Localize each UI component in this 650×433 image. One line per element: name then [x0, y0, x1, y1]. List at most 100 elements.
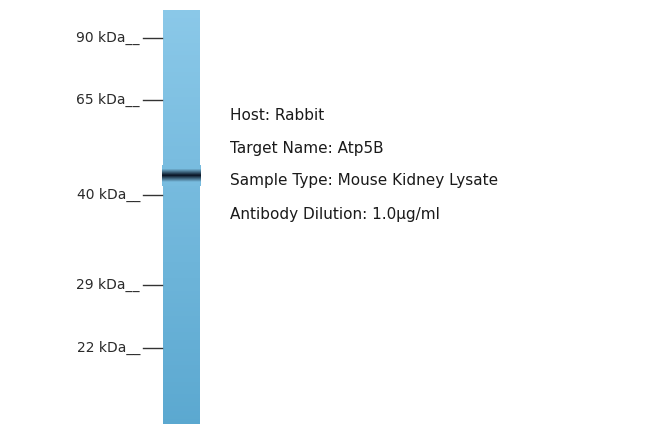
- Bar: [163, 270, 200, 275]
- Bar: [163, 291, 200, 295]
- Bar: [162, 178, 201, 179]
- Bar: [163, 410, 200, 415]
- Bar: [163, 84, 200, 89]
- Bar: [163, 192, 200, 196]
- Bar: [163, 373, 200, 378]
- Bar: [162, 169, 201, 170]
- Bar: [163, 275, 200, 279]
- Bar: [163, 171, 200, 176]
- Bar: [163, 287, 200, 291]
- Bar: [162, 170, 201, 171]
- Bar: [162, 175, 201, 176]
- Text: 90 kDa__: 90 kDa__: [77, 31, 140, 45]
- Bar: [163, 349, 200, 353]
- Bar: [162, 172, 201, 173]
- Bar: [162, 173, 201, 174]
- Bar: [162, 177, 201, 178]
- Bar: [163, 225, 200, 229]
- Bar: [162, 177, 201, 178]
- Bar: [162, 176, 201, 177]
- Bar: [163, 68, 200, 72]
- Bar: [163, 93, 200, 97]
- Bar: [163, 196, 200, 200]
- Bar: [163, 51, 200, 56]
- Bar: [162, 171, 201, 172]
- Bar: [163, 295, 200, 300]
- Bar: [162, 178, 201, 179]
- Bar: [162, 175, 201, 176]
- Bar: [163, 332, 200, 337]
- Bar: [163, 324, 200, 329]
- Bar: [163, 187, 200, 192]
- Bar: [162, 168, 201, 169]
- Text: 65 kDa__: 65 kDa__: [77, 93, 140, 107]
- Bar: [162, 176, 201, 177]
- Bar: [163, 72, 200, 77]
- Bar: [163, 237, 200, 242]
- Bar: [163, 278, 200, 283]
- Bar: [163, 254, 200, 259]
- Bar: [162, 174, 201, 175]
- Bar: [162, 179, 201, 180]
- Bar: [163, 229, 200, 233]
- Bar: [162, 180, 201, 181]
- Bar: [163, 320, 200, 324]
- Bar: [163, 138, 200, 142]
- Bar: [163, 378, 200, 382]
- Bar: [163, 258, 200, 262]
- Bar: [162, 182, 201, 183]
- Bar: [162, 184, 201, 185]
- Bar: [163, 97, 200, 101]
- Bar: [162, 181, 201, 182]
- Bar: [162, 170, 201, 171]
- Bar: [162, 171, 201, 172]
- Bar: [163, 175, 200, 180]
- Bar: [162, 179, 201, 180]
- Bar: [163, 130, 200, 134]
- Bar: [163, 208, 200, 213]
- Bar: [163, 167, 200, 171]
- Bar: [163, 39, 200, 44]
- Bar: [163, 60, 200, 64]
- Bar: [163, 26, 200, 31]
- Bar: [162, 166, 201, 167]
- Bar: [162, 177, 201, 178]
- Bar: [162, 167, 201, 168]
- Bar: [163, 365, 200, 370]
- Bar: [163, 146, 200, 151]
- Bar: [163, 299, 200, 304]
- Bar: [162, 180, 201, 181]
- Bar: [163, 184, 200, 188]
- Bar: [163, 122, 200, 126]
- Bar: [163, 134, 200, 139]
- Bar: [162, 173, 201, 174]
- Bar: [163, 64, 200, 68]
- Bar: [163, 241, 200, 246]
- Bar: [162, 183, 201, 184]
- Bar: [163, 10, 200, 15]
- Bar: [163, 303, 200, 308]
- Bar: [162, 165, 201, 166]
- Text: Antibody Dilution: 1.0μg/ml: Antibody Dilution: 1.0μg/ml: [230, 207, 440, 222]
- Bar: [163, 390, 200, 394]
- Bar: [163, 283, 200, 287]
- Bar: [163, 47, 200, 52]
- Text: Sample Type: Mouse Kidney Lysate: Sample Type: Mouse Kidney Lysate: [230, 174, 498, 188]
- Bar: [162, 184, 201, 185]
- Bar: [163, 361, 200, 366]
- Bar: [162, 172, 201, 173]
- Bar: [163, 18, 200, 23]
- Bar: [163, 340, 200, 345]
- Bar: [163, 382, 200, 386]
- Bar: [163, 345, 200, 349]
- Bar: [163, 221, 200, 225]
- Bar: [162, 170, 201, 171]
- Bar: [162, 167, 201, 168]
- Bar: [163, 316, 200, 320]
- Bar: [163, 407, 200, 411]
- Bar: [162, 178, 201, 179]
- Bar: [162, 180, 201, 181]
- Bar: [162, 181, 201, 182]
- Bar: [163, 80, 200, 85]
- Bar: [162, 181, 201, 182]
